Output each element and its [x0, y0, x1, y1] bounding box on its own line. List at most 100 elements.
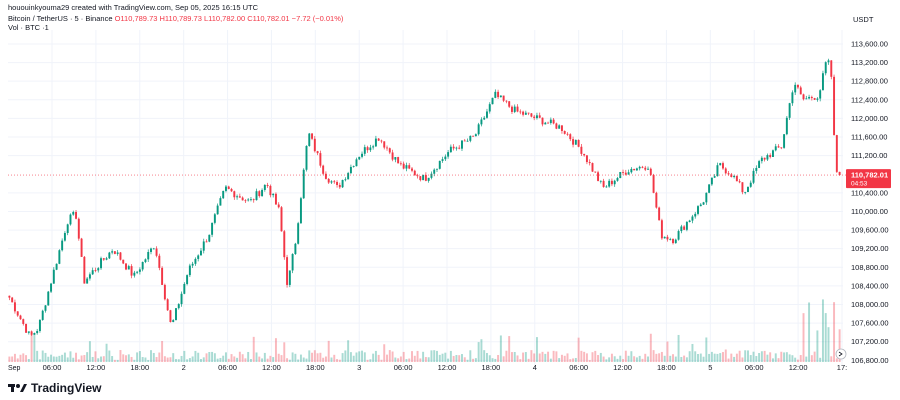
volume-bar	[61, 354, 64, 362]
volume-bar	[11, 356, 14, 362]
candle-body	[441, 159, 444, 161]
candle-body	[652, 174, 655, 193]
candle-body	[200, 250, 202, 256]
volume-bar	[341, 353, 344, 362]
volume-bar	[733, 356, 736, 362]
candle-body	[358, 156, 361, 160]
candle-body	[708, 184, 711, 193]
candle-body	[510, 106, 513, 112]
candle-body	[30, 331, 33, 335]
volume-bar	[322, 357, 325, 362]
volume-bar	[194, 350, 197, 362]
candle-body	[727, 173, 730, 175]
candle-body	[519, 111, 522, 113]
volume-bar	[480, 339, 483, 362]
candle-body	[244, 200, 247, 202]
volume-bar	[255, 352, 258, 362]
volume-bar	[516, 355, 519, 362]
volume-bar	[524, 352, 527, 362]
volume-bar	[399, 356, 402, 362]
candle-body	[36, 331, 39, 334]
volume-bar	[186, 359, 189, 362]
candle-body	[794, 84, 797, 93]
candle-body	[105, 258, 108, 260]
candle-body	[616, 178, 619, 181]
candle-body	[805, 98, 808, 100]
candle-body	[549, 119, 552, 123]
volume-bar	[791, 355, 794, 362]
candle-body	[230, 188, 233, 192]
volume-bar	[558, 358, 561, 362]
tradingview-brand[interactable]: TradingView	[8, 381, 101, 395]
candle-body	[47, 291, 50, 306]
candle-body	[202, 241, 205, 251]
candle-body	[352, 166, 355, 167]
volume-bar	[338, 359, 341, 362]
volume-bar	[588, 359, 591, 362]
volume-bar	[180, 355, 183, 362]
volume-bar	[708, 353, 711, 362]
candle-body	[527, 112, 530, 114]
volume-bar	[594, 350, 597, 362]
candle-body	[374, 138, 377, 147]
candle-body	[13, 302, 16, 312]
candle-body	[566, 133, 569, 135]
candle-body	[158, 255, 161, 268]
volume-bar	[763, 350, 766, 362]
candle-body	[22, 319, 25, 324]
volume-bar	[30, 334, 33, 362]
volume-bar	[277, 353, 280, 362]
volume-bar	[641, 358, 644, 362]
volume-bar	[52, 356, 55, 362]
candle-body	[377, 138, 380, 141]
volume-bar	[780, 351, 783, 362]
candle-body	[97, 268, 100, 271]
currency-label: USDT	[853, 15, 874, 24]
candle-body	[419, 176, 422, 181]
volume-bar	[230, 354, 233, 362]
candle-body	[319, 153, 322, 166]
volume-bar	[694, 351, 697, 362]
volume-bar	[827, 327, 830, 362]
volume-bar	[25, 355, 28, 362]
candle-body	[91, 270, 94, 275]
x-tick-label: 06:00	[745, 363, 764, 372]
candle-body	[52, 269, 55, 284]
candle-body	[722, 163, 724, 169]
candle-body	[233, 191, 236, 198]
candle-body	[333, 181, 336, 183]
candle-body	[455, 147, 458, 149]
candle-body	[630, 168, 633, 173]
volume-bar	[783, 352, 786, 362]
candle-body	[294, 243, 297, 255]
candle-body	[622, 171, 625, 173]
candle-body	[585, 155, 588, 163]
candle-body	[819, 90, 822, 99]
candle-body	[574, 139, 577, 145]
volume-bar	[327, 340, 330, 362]
candle-body	[705, 192, 708, 203]
time-axis: 06:00 12:00 18:00 2 06:00 12:00 18:00 3 06:00 12:…	[43, 363, 848, 372]
volume-bar	[305, 358, 308, 362]
volume-bar	[66, 357, 69, 362]
candle-body	[180, 293, 183, 305]
candle-body	[238, 196, 241, 198]
volume-bar	[722, 352, 724, 362]
candle-body	[663, 236, 666, 239]
volume-bar	[741, 357, 744, 362]
volume-bar	[302, 357, 305, 362]
candle-body	[810, 96, 813, 99]
candle-body	[63, 232, 66, 241]
volume-bar	[552, 350, 555, 362]
volume-bar	[658, 353, 661, 362]
candle-body	[730, 174, 733, 178]
volume-bar	[158, 352, 161, 362]
volume-bar	[635, 357, 638, 362]
candle-body	[535, 115, 538, 119]
candle-body	[277, 204, 280, 208]
volume-bar	[91, 356, 94, 362]
candle-body	[785, 117, 788, 135]
candle-body	[383, 141, 386, 148]
volume-bar	[130, 356, 133, 362]
